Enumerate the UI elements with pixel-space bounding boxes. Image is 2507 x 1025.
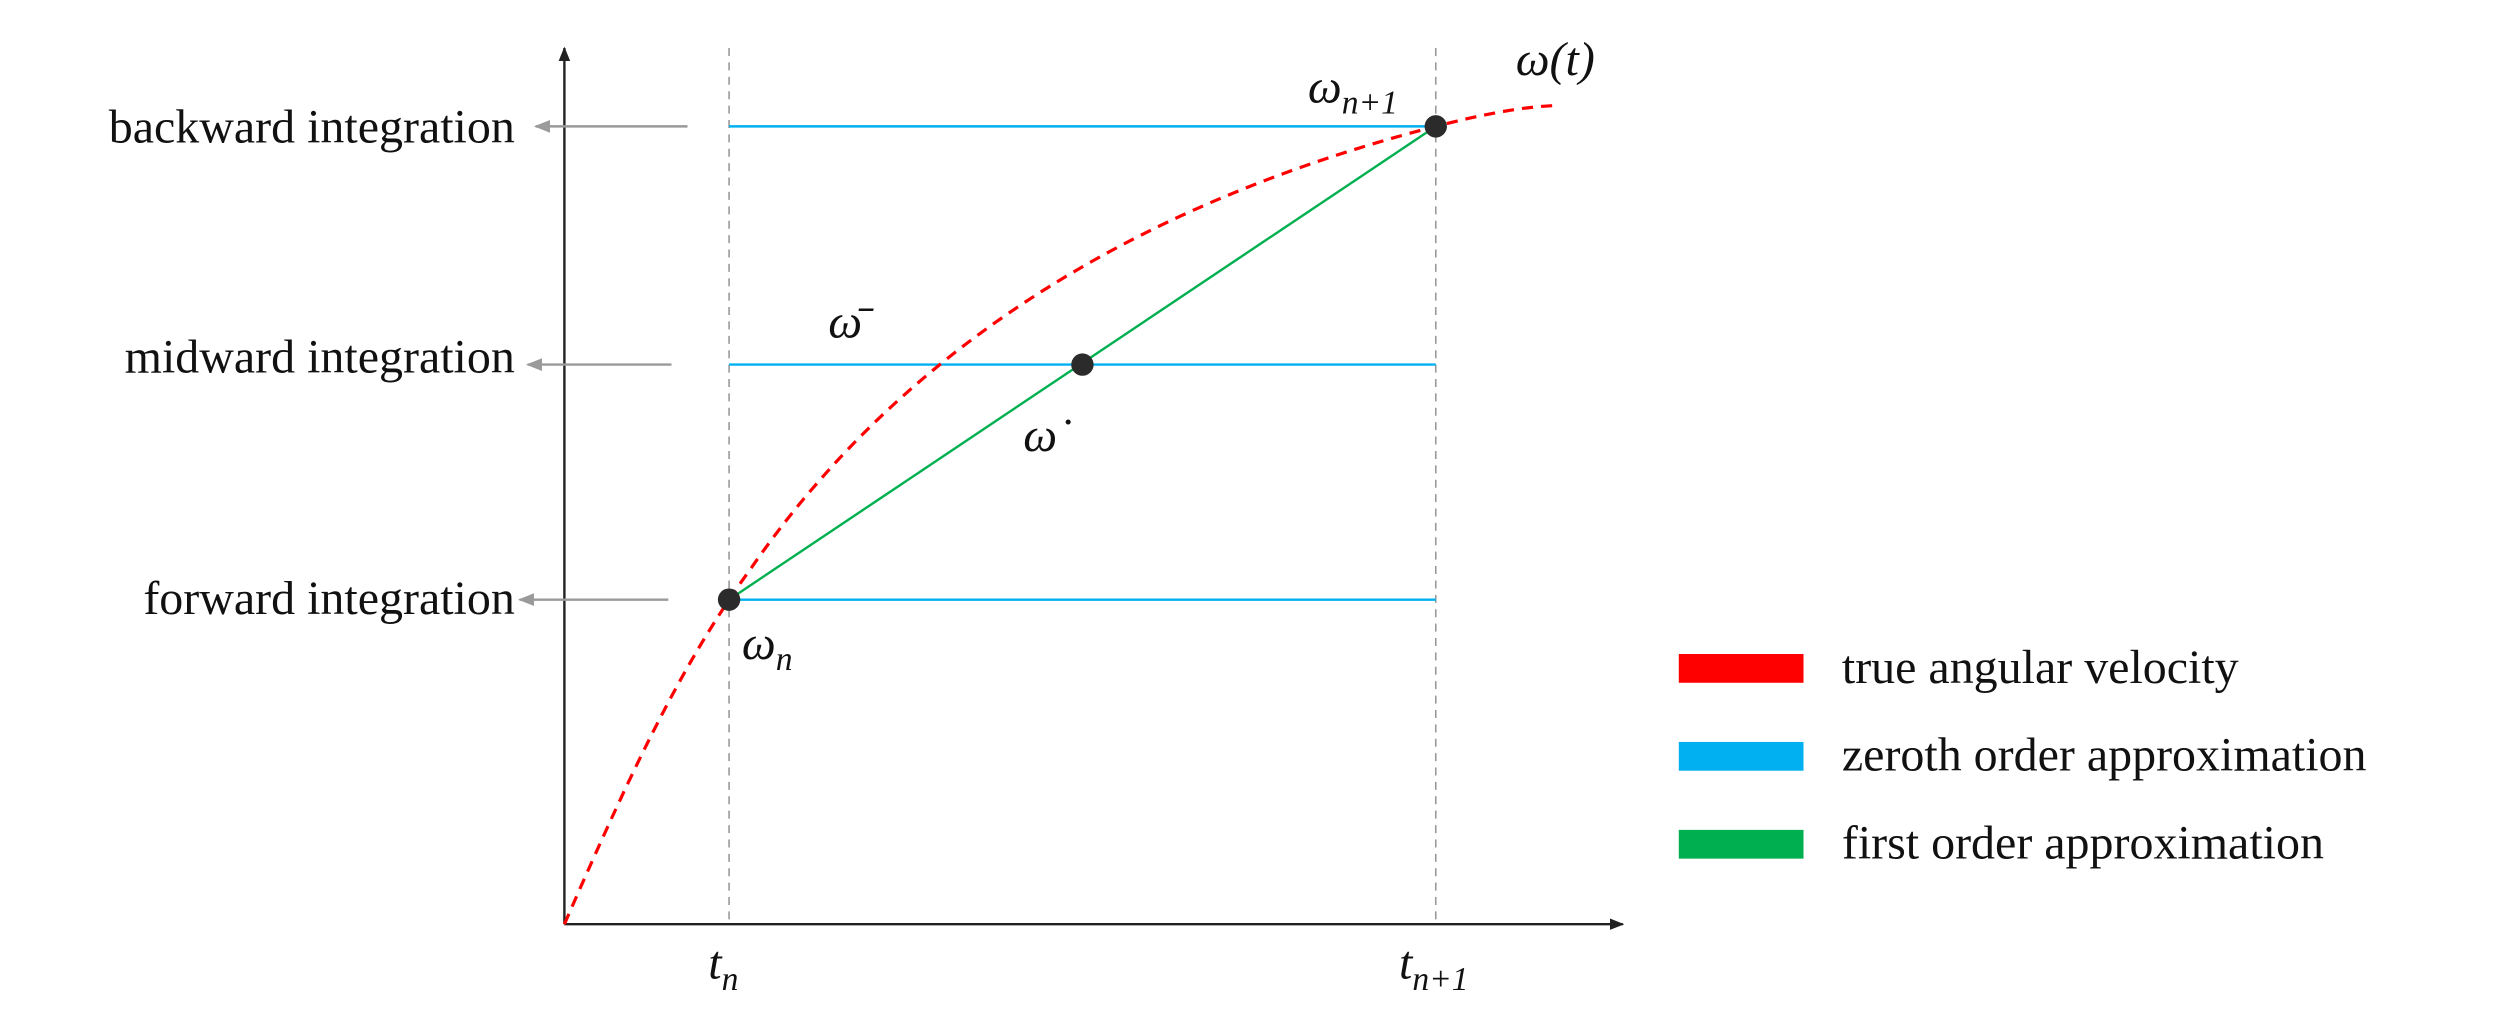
subscript: n+1 (1342, 85, 1398, 122)
legend-swatch (1678, 741, 1804, 771)
subscript: n (776, 641, 793, 678)
legend-swatch (1678, 829, 1804, 859)
point (1071, 353, 1094, 376)
subscript: n (722, 961, 739, 998)
legend: true angular velocity zeroth order approx… (1678, 641, 2367, 870)
base: t (708, 937, 723, 990)
integration-label: midward integration (125, 331, 515, 384)
legend-label: zeroth order approximation (1842, 729, 2367, 782)
base: t (1399, 937, 1414, 990)
legend-swatch (1678, 653, 1804, 683)
integration-label: backward integration (109, 100, 515, 153)
legend-label: first order approximation (1842, 817, 2324, 870)
omega-bar-label: ω̄ (828, 295, 874, 348)
subscript: n+1 (1412, 961, 1468, 998)
integration-label: forward integration (143, 572, 515, 625)
point (717, 588, 741, 611)
tn-label: tn (708, 937, 738, 998)
omega-n1-label: ωn+1 (1308, 60, 1398, 121)
omega-t-label: ω(t) (1516, 33, 1595, 86)
legend-label: true angular velocity (1842, 641, 2239, 694)
omega-n-label: ωn (742, 617, 793, 678)
base: ω (1308, 60, 1342, 113)
true-curve (562, 103, 1555, 925)
base: ω (742, 617, 776, 670)
tn1-label: tn+1 (1399, 937, 1469, 998)
omega-dot-label: ω̇ (1023, 409, 1071, 462)
point (1424, 115, 1447, 138)
